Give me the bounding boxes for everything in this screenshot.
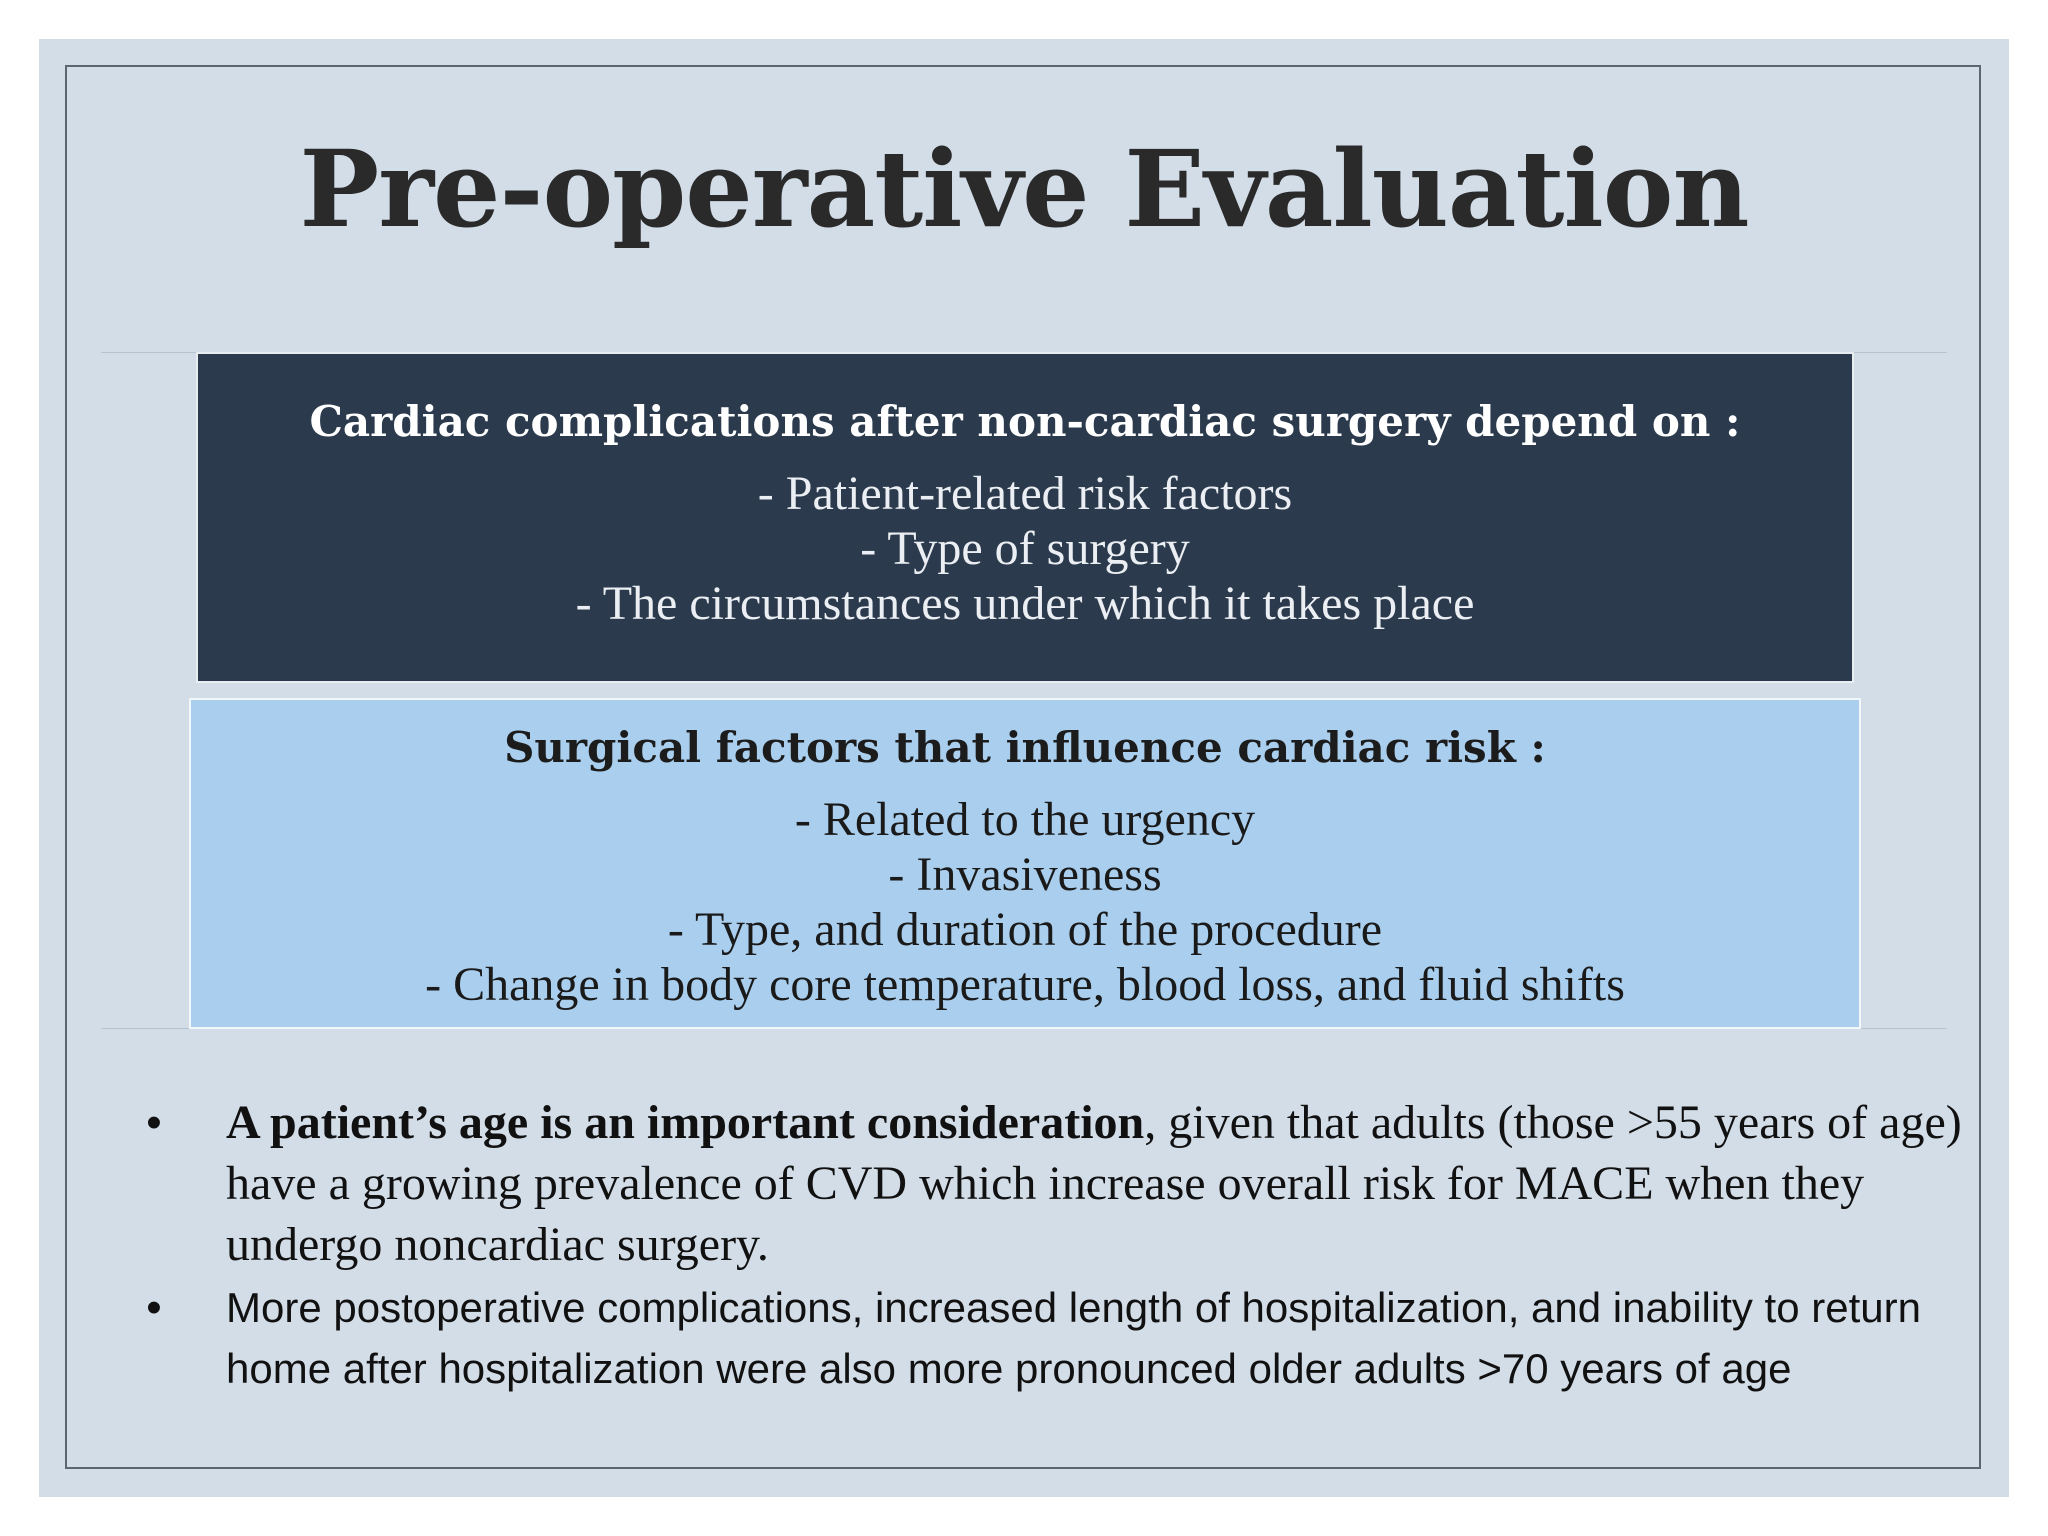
surgical-box-heading: Surgical factors that influence cardiac …: [504, 723, 1546, 772]
slide: Pre-operative Evaluation Cardiac complic…: [39, 39, 2009, 1497]
bullet-text: A patient’s age is an important consider…: [226, 1092, 1974, 1275]
bullet-list: • A patient’s age is an important consid…: [124, 1092, 1974, 1399]
bullet-marker: •: [146, 1098, 162, 1147]
bullet-marker: •: [146, 1283, 162, 1332]
cardiac-box-item: - Patient-related risk factors: [757, 467, 1293, 520]
cardiac-box-item: - The circumstances under which it takes…: [575, 577, 1475, 630]
surgical-box-item: - Type, and duration of the procedure: [667, 903, 1383, 956]
surgical-box-item: - Related to the urgency: [794, 793, 1256, 846]
cardiac-complications-box: Cardiac complications after non-cardiac …: [196, 352, 1854, 683]
surgical-box-item: - Invasiveness: [888, 848, 1162, 901]
cardiac-box-item: - Type of surgery: [860, 522, 1190, 575]
bullet-item-complications: • More postoperative complications, incr…: [124, 1277, 1974, 1399]
surgical-factors-box: Surgical factors that influence cardiac …: [189, 698, 1861, 1029]
slide-title: Pre-operative Evaluation: [299, 126, 1749, 251]
cardiac-box-heading: Cardiac complications after non-cardiac …: [309, 397, 1741, 446]
bullet-rest: , given that adults (those >55 years of …: [226, 1096, 1962, 1271]
surgical-box-item: - Change in body core temperature, blood…: [425, 958, 1625, 1011]
bullet-text: More postoperative complications, increa…: [226, 1284, 1921, 1392]
slide-frame: [65, 65, 1981, 1469]
bullet-emphasis: A patient’s age is an important consider…: [226, 1096, 1145, 1149]
bullet-item-age: • A patient’s age is an important consid…: [124, 1092, 1974, 1275]
